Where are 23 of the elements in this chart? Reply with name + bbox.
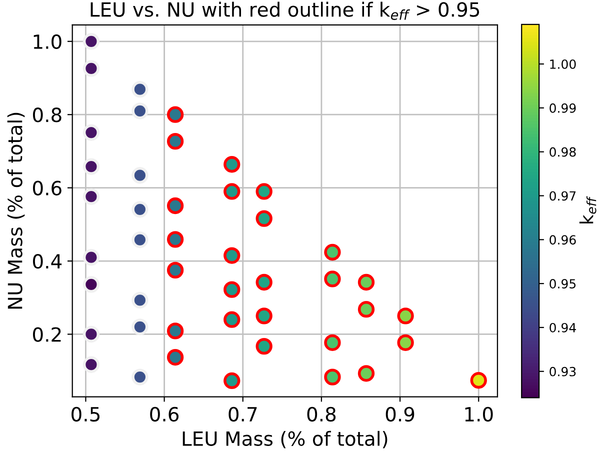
color-bar-title: k$_{eff}$ bbox=[579, 196, 596, 224]
color-bar-label: 1.00 bbox=[550, 59, 576, 69]
y-tick-label: 1.0 bbox=[34, 34, 62, 50]
x-tick-label: 1.0 bbox=[465, 406, 493, 422]
x-tick-label: 0.8 bbox=[307, 406, 336, 422]
x-tick-label: 0.9 bbox=[386, 406, 414, 422]
x-tick-label: 0.6 bbox=[150, 406, 179, 422]
chart-title: LEU vs. NU with red outline if k$_{eff}$ > 0.95 bbox=[90, 2, 480, 20]
y-tick-label: 0.4 bbox=[32, 254, 62, 269]
y-axis-title: NU Mass (% of total) bbox=[7, 112, 25, 309]
color-bar-label: 0.94 bbox=[550, 322, 576, 332]
y-tick-label: 0.6 bbox=[32, 180, 62, 196]
x-axis-title: LEU Mass (% of total) bbox=[182, 430, 388, 448]
y-tick-label: 0.2 bbox=[32, 327, 61, 342]
x-tick-label: 0.5 bbox=[72, 406, 100, 422]
color-bar-label: 0.99 bbox=[550, 103, 576, 113]
color-bar-label: 0.96 bbox=[550, 235, 576, 245]
color-bar-label: 0.95 bbox=[550, 279, 576, 288]
y-tick-label: 0.8 bbox=[32, 108, 62, 122]
color-bar-label: 0.93 bbox=[550, 366, 576, 376]
x-tick-label: 0.7 bbox=[228, 406, 257, 422]
color-bar-label: 0.98 bbox=[550, 147, 576, 157]
color-bar-label: 0.97 bbox=[550, 191, 576, 201]
